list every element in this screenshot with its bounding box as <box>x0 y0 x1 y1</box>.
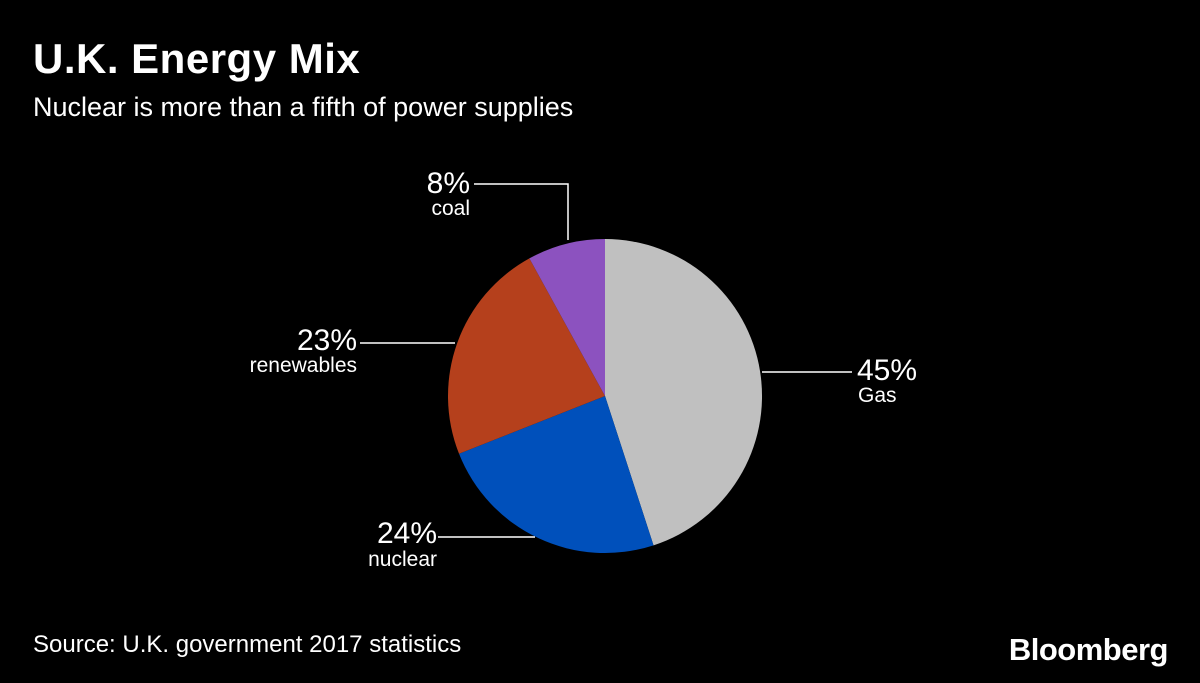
slice-value-coal: 8% <box>427 167 470 200</box>
slice-label-nuclear: nuclear <box>368 548 437 571</box>
slice-label-renewables: renewables <box>250 354 357 377</box>
source-note: Source: U.K. government 2017 statistics <box>33 631 462 658</box>
leader-line-coal <box>474 183 569 240</box>
chart-title: U.K. Energy Mix <box>33 35 361 82</box>
slice-value-renewables: 23% <box>297 324 357 357</box>
chart-subtitle: Nuclear is more than a fifth of power su… <box>33 92 574 122</box>
slice-label-gas: Gas <box>858 384 897 407</box>
leader-lines <box>360 183 852 538</box>
brand-logo: Bloomberg <box>1008 632 1169 667</box>
pie-slice-coal <box>529 239 605 396</box>
pie-slices <box>448 238 763 554</box>
pie-slice-renewables <box>448 258 605 454</box>
pie-slice-nuclear <box>459 396 654 554</box>
slice-value-gas: 45% <box>857 354 917 387</box>
slice-value-nuclear: 24% <box>377 517 437 550</box>
pie-slice-gas <box>605 238 763 546</box>
slice-label-coal: coal <box>431 197 470 220</box>
slice-labels: 45%Gas 24%nuclear 23%renewables 8%coal <box>250 167 917 571</box>
